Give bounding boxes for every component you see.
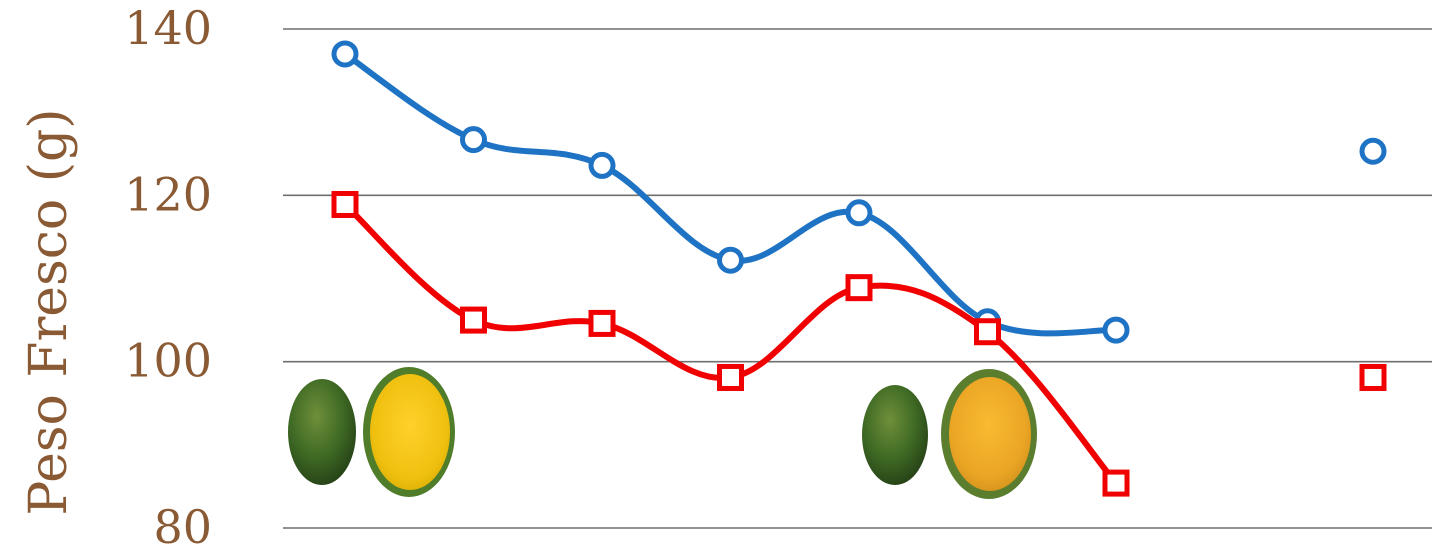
series-1-point-2: [460, 126, 487, 154]
series-1-point-3: [588, 151, 616, 179]
series-1-point-5: [845, 199, 873, 227]
series-1-point-1: [331, 40, 359, 68]
series-2-point-1: [331, 190, 359, 218]
ripe-mango-pair-image: [862, 369, 1037, 499]
y-tick-label: 120: [124, 167, 212, 221]
series-2-point-8: [1359, 363, 1387, 391]
y-axis-ticks: 80 100 120 140: [124, 1, 212, 554]
ripe-mango-half-flesh: [949, 377, 1031, 491]
series-1-point-8: [1359, 137, 1387, 165]
series-2-point-2: [460, 306, 487, 334]
series-1-point-4: [717, 246, 744, 274]
y-tick-label: 100: [124, 334, 212, 388]
series-layer: [331, 40, 1387, 497]
ripe-mango-whole: [862, 385, 928, 485]
gridlines: [283, 28, 1432, 529]
series-2-point-6: [974, 318, 1001, 346]
y-tick-label: 140: [124, 1, 212, 55]
series-2-point-7: [1102, 469, 1130, 497]
green-mango-pair-image: [288, 367, 455, 497]
series-2-point-4: [717, 363, 744, 391]
series-2-point-5: [845, 274, 873, 302]
series-2-point-3: [588, 309, 616, 337]
series-1-line: [342, 50, 1119, 337]
green-mango-whole: [288, 379, 356, 485]
y-axis-title: Peso Fresco (g): [19, 108, 79, 515]
series-1-point-7: [1102, 316, 1130, 344]
green-mango-half-flesh: [370, 374, 450, 490]
y-tick-label: 80: [153, 500, 212, 554]
